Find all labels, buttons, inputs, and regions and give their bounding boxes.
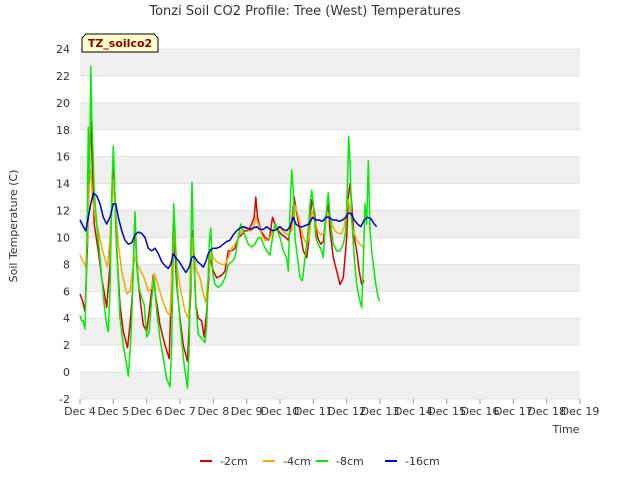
background-band <box>80 130 580 157</box>
x-tick-label: Dec 8 <box>197 405 229 418</box>
y-tick-label: 6 <box>63 285 70 298</box>
x-tick-label: Dec 9 <box>231 405 263 418</box>
y-axis-label: Soil Temperature (C) <box>7 170 20 283</box>
legend-label: -2cm <box>220 455 248 468</box>
x-tick-label: Dec 5 <box>97 405 129 418</box>
y-tick-label: 4 <box>63 312 70 325</box>
background-band <box>80 76 580 103</box>
dataset-badge: TZ_soilco2 <box>82 34 158 52</box>
x-tick-label: Dec 6 <box>131 405 163 418</box>
background-band <box>80 184 580 211</box>
y-tick-label: -2 <box>59 393 70 406</box>
background-band <box>80 49 580 76</box>
y-tick-label: 24 <box>56 43 70 56</box>
legend-label: -8cm <box>336 455 364 468</box>
chart-canvas: Dec 4 Dec 5 Dec 6 Dec 7 Dec 8 Dec 9Dec 10Dec … <box>0 0 640 480</box>
background-band <box>80 237 580 264</box>
legend: -2cm -4cm -8cm -16cm <box>200 455 440 468</box>
y-tick-label: 14 <box>56 178 70 191</box>
y-tick-label: 0 <box>63 366 70 379</box>
background-band <box>80 157 580 184</box>
background-band <box>80 372 580 399</box>
legend-label: -16cm <box>405 455 440 468</box>
y-tick-label: 16 <box>56 151 70 164</box>
badge-text: TZ_soilco2 <box>88 37 152 50</box>
y-tick-label: 8 <box>63 258 70 271</box>
legend-label: -4cm <box>283 455 311 468</box>
background-band <box>80 318 580 345</box>
x-tick-label: Dec 19 <box>561 405 600 418</box>
x-tick-label: Dec 7 <box>164 405 196 418</box>
y-tick-label: 18 <box>56 124 70 137</box>
y-tick-label: 12 <box>56 205 70 218</box>
y-tick-label: 22 <box>56 70 70 83</box>
background-band <box>80 103 580 130</box>
y-tick-label: 20 <box>56 97 70 110</box>
x-tick-label: Dec 4 <box>64 405 96 418</box>
background-band <box>80 345 580 372</box>
x-axis-label: Time <box>552 423 580 436</box>
y-tick-label: 10 <box>56 231 70 244</box>
chart-title: Tonzi Soil CO2 Profile: Tree (West) Temp… <box>148 4 461 19</box>
y-tick-label: 2 <box>63 339 70 352</box>
